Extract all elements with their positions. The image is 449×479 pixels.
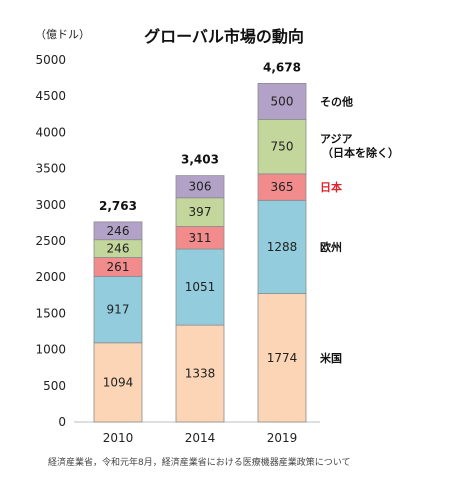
bar-total-label: 2,763: [99, 199, 137, 213]
bar-segment-label: 246: [107, 224, 130, 238]
bar-segment-label: 261: [107, 260, 130, 274]
bar-segment-label: 1288: [267, 240, 298, 254]
y-tick-label: 1500: [35, 306, 66, 320]
legend-label-sub: （日本を除く）: [322, 146, 399, 160]
legend-label: 日本: [320, 180, 342, 194]
y-tick-label: 3500: [35, 162, 66, 176]
bars-group: 1094 917 261 246 246 2,763 1338 1051 311 397 306 3,…: [93, 60, 307, 423]
bar-segment-label: 1094: [103, 375, 134, 389]
bar-total-label: 4,678: [263, 60, 301, 74]
bar-segment: [257, 199, 307, 294]
y-tick-label: 1000: [35, 343, 66, 357]
bar-segment-label: 311: [189, 231, 212, 245]
bar-segment: [257, 293, 307, 423]
bar-segment-label: 917: [107, 303, 130, 317]
x-tick-label: 2014: [185, 431, 216, 445]
y-tick-label: 3000: [35, 198, 66, 212]
bar-segment: [175, 175, 225, 199]
bar-total-label: 3,403: [181, 153, 219, 167]
x-tick-label: 2019: [267, 431, 298, 445]
bar-segment: [175, 248, 225, 326]
bar-segment-label: 1051: [185, 280, 216, 294]
y-tick-label: 4000: [35, 125, 66, 139]
unit-label: （億ドル）: [35, 28, 90, 41]
legend-label: アジア: [320, 133, 353, 146]
x-axis: 2010 2014 2019: [103, 431, 298, 445]
y-tick-label: 2000: [35, 270, 66, 284]
y-tick-label: 500: [43, 379, 66, 393]
bar-segment-label: 750: [271, 140, 294, 154]
bar-segment-label: 246: [107, 242, 130, 256]
bar-segment-label: 365: [271, 180, 294, 194]
bar-segment-label: 306: [189, 180, 212, 194]
bar-segment: [257, 119, 307, 175]
y-tick-label: 0: [58, 415, 66, 429]
legend: 米国 欧州 日本 アジア（日本を除く） その他: [319, 94, 399, 364]
bar-segment-label: 1774: [267, 351, 298, 365]
y-tick-label: 5000: [35, 53, 66, 67]
legend-label: 米国: [319, 351, 342, 365]
bar-segment: [175, 197, 225, 227]
bar-segment-label: 397: [189, 205, 212, 219]
bar-segment: [93, 221, 143, 241]
bar-segment-label: 1338: [185, 367, 216, 381]
bar-segment: [257, 82, 307, 120]
chart-title: グローバル市場の動向: [144, 27, 304, 46]
y-tick-label: 4500: [35, 89, 66, 103]
legend-label: 欧州: [320, 240, 342, 254]
x-tick-label: 2010: [103, 431, 134, 445]
legend-label: その他: [320, 94, 353, 108]
bar-segment: [257, 173, 307, 201]
y-tick-label: 2500: [35, 234, 66, 248]
source-note: 経済産業省，令和元年8月，経済産業省における医療機器産業政策について: [48, 456, 350, 468]
bar-segment: [175, 324, 225, 423]
bar-segment-label: 500: [271, 94, 294, 108]
